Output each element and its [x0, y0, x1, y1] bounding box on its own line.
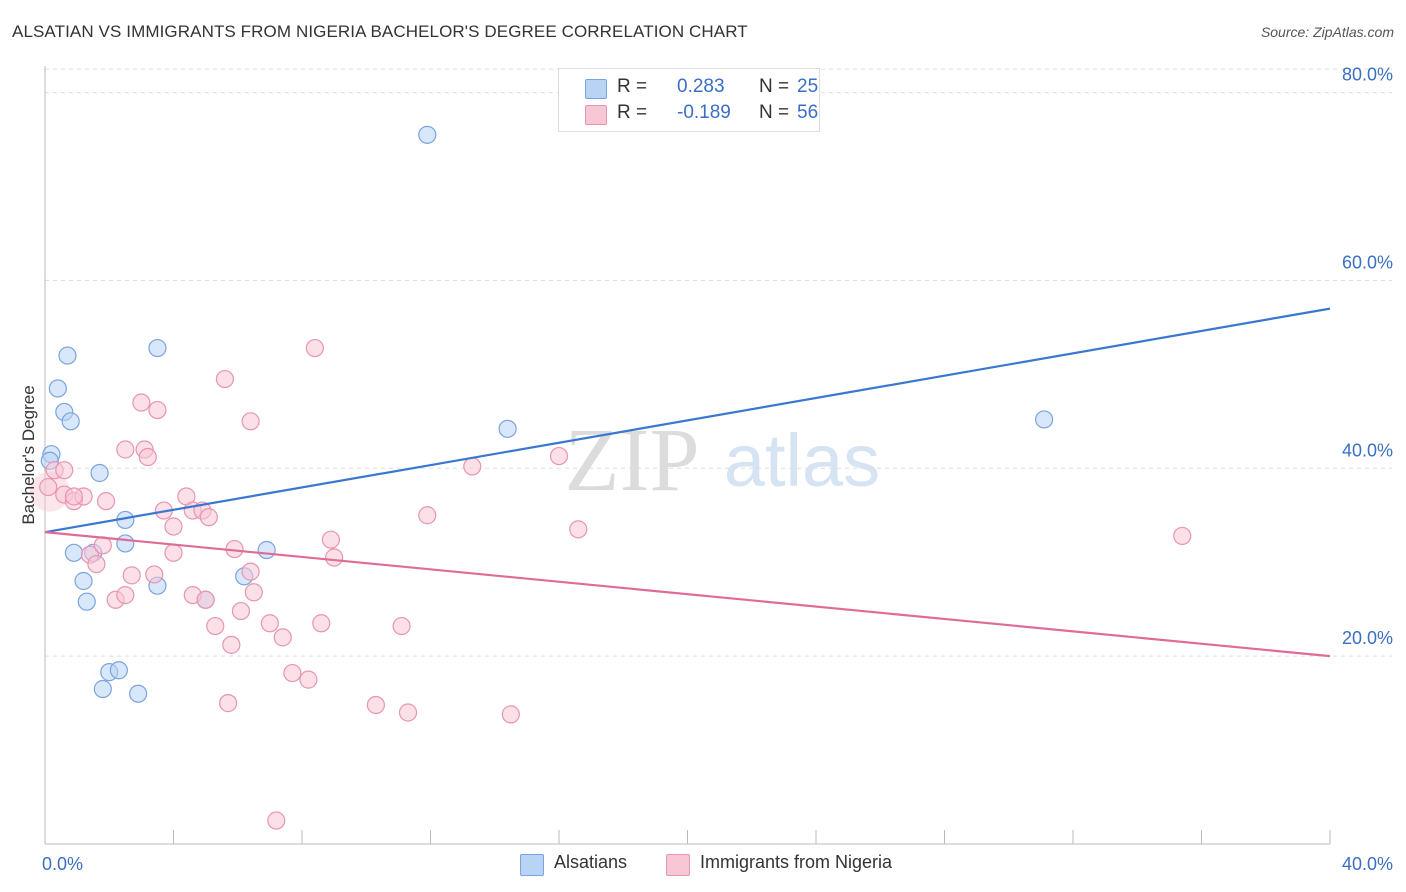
nigeria-point	[65, 488, 82, 505]
watermark-zip: ZIP	[565, 411, 700, 510]
nigeria-legend-label: Immigrants from Nigeria	[700, 852, 892, 873]
y-tick-label: 40.0%	[1342, 440, 1393, 460]
nigeria-point	[393, 618, 410, 635]
alsatians-point	[258, 542, 275, 559]
watermark-atlas: atlas	[724, 419, 880, 502]
y-tick-label: 60.0%	[1342, 252, 1393, 272]
n-value: 56	[797, 102, 818, 124]
nigeria-legend-swatch	[666, 854, 690, 876]
nigeria-point	[123, 567, 140, 584]
alsatians-point	[75, 573, 92, 590]
nigeria-point	[274, 629, 291, 646]
nigeria-trend-line	[45, 532, 1330, 656]
nigeria-point	[98, 493, 115, 510]
n-label: N =	[759, 76, 789, 98]
alsatians-legend-label: Alsatians	[554, 852, 627, 873]
nigeria-point	[133, 394, 150, 411]
nigeria-point	[88, 556, 105, 573]
alsatians-swatch	[585, 79, 607, 99]
nigeria-point	[165, 518, 182, 535]
nigeria-point	[367, 696, 384, 713]
alsatians-legend-swatch	[520, 854, 544, 876]
alsatians-point	[110, 662, 127, 679]
y-tick-label: 80.0%	[1342, 65, 1393, 85]
alsatians-point	[94, 681, 111, 698]
alsatians-point	[65, 544, 82, 561]
alsatians-point	[419, 126, 436, 143]
nigeria-point	[1174, 527, 1191, 544]
alsatians-point	[49, 380, 66, 397]
nigeria-point	[197, 591, 214, 608]
alsatians-point	[130, 685, 147, 702]
alsatians-point	[62, 413, 79, 430]
nigeria-point	[261, 615, 278, 632]
nigeria-point	[146, 566, 163, 583]
x-tick-label: 0.0%	[42, 854, 83, 874]
nigeria-point	[242, 563, 259, 580]
nigeria-point	[268, 812, 285, 829]
alsatians-point	[59, 347, 76, 364]
nigeria-point	[220, 695, 237, 712]
axes: 20.0% 40.0% 60.0% 80.0% 0.0% 40.0%	[42, 65, 1393, 874]
r-value: -0.189	[677, 102, 731, 124]
nigeria-point	[223, 636, 240, 653]
nigeria-swatch	[585, 105, 607, 125]
nigeria-point	[242, 413, 259, 430]
nigeria-point	[149, 402, 166, 419]
y-tick-label: 20.0%	[1342, 628, 1393, 648]
alsatians-point	[117, 535, 134, 552]
alsatians-point	[1036, 411, 1053, 428]
correlation-legend: R = 0.283 N = 25 R = -0.189 N = 56	[558, 68, 820, 132]
nigeria-point	[165, 544, 182, 561]
x-tick-label: 40.0%	[1342, 854, 1393, 874]
scatter-chart: ZIP atlas 20.0%40.0%60.0%80.0%0.0% 40.0% …	[0, 0, 1406, 892]
alsatians-point	[91, 464, 108, 481]
nigeria-point	[216, 371, 233, 388]
nigeria-point	[326, 549, 343, 566]
nigeria-point	[300, 671, 317, 688]
nigeria-point	[40, 479, 57, 496]
alsatians-point	[149, 340, 166, 357]
nigeria-point	[570, 521, 587, 538]
n-value: 25	[797, 76, 818, 98]
alsatians-point	[78, 593, 95, 610]
nigeria-point	[400, 704, 417, 721]
n-label: N =	[759, 102, 789, 124]
nigeria-point	[464, 458, 481, 475]
nigeria-point	[139, 449, 156, 466]
nigeria-point	[313, 615, 330, 632]
r-value: 0.283	[677, 76, 725, 98]
alsatians-point	[499, 420, 516, 437]
nigeria-point	[502, 706, 519, 723]
y-axis-label: Bachelor's Degree	[19, 385, 38, 524]
r-label: R =	[617, 102, 647, 124]
nigeria-point	[232, 603, 249, 620]
nigeria-point	[322, 531, 339, 548]
nigeria-point	[284, 665, 301, 682]
nigeria-point	[419, 507, 436, 524]
nigeria-point	[551, 448, 568, 465]
r-label: R =	[617, 76, 647, 98]
nigeria-point	[200, 509, 217, 526]
nigeria-point	[245, 584, 262, 601]
nigeria-point	[306, 340, 323, 357]
nigeria-point	[56, 462, 73, 479]
nigeria-point	[207, 618, 224, 635]
nigeria-point	[117, 587, 134, 604]
nigeria-point	[117, 441, 134, 458]
